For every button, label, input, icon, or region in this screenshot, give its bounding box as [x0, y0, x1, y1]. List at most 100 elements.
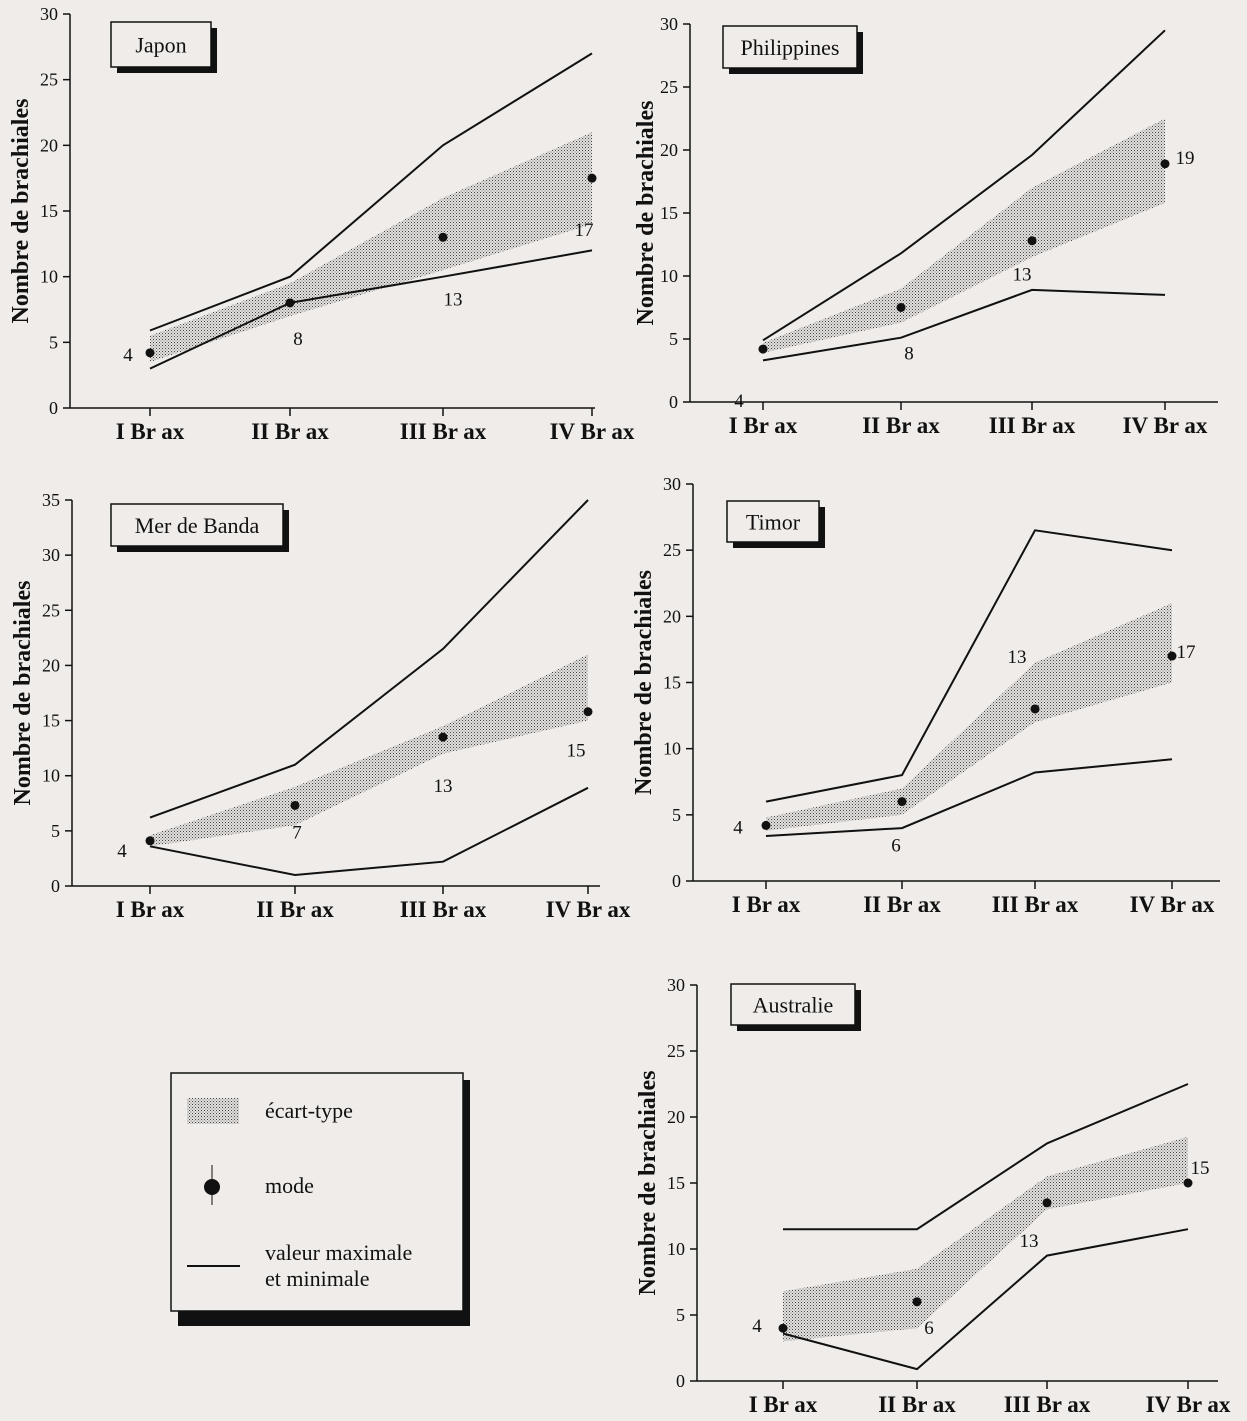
y-tick-label: 25: [40, 70, 58, 90]
mode-point: [1030, 704, 1040, 714]
y-tick-label: 0: [676, 1371, 685, 1391]
y-tick-label: 15: [660, 203, 678, 223]
x-tick-label: I Br ax: [116, 419, 185, 444]
chart-title: Japon: [135, 33, 186, 58]
mode-label: 4: [733, 817, 743, 838]
mode-label: 13: [444, 289, 463, 310]
y-axis-title: Nombre de brachiales: [633, 101, 659, 326]
title-box: [722, 25, 858, 69]
y-tick-label: 15: [667, 1173, 685, 1193]
y-tick-label: 30: [40, 4, 58, 24]
mode-point: [438, 732, 448, 742]
mode-point: [896, 303, 906, 312]
mode-point: [1183, 1178, 1193, 1188]
y-tick-label: 30: [660, 14, 678, 34]
x-tick-label: I Br ax: [729, 413, 798, 438]
mode-point: [1027, 236, 1037, 246]
title-box: [726, 500, 820, 543]
sd-band: [766, 603, 1172, 831]
y-tick-label: 5: [49, 332, 58, 352]
y-tick-label: 0: [672, 871, 681, 891]
mode-label: 4: [734, 391, 744, 412]
mode-point: [583, 707, 593, 717]
chart-panel-1: 0 5 10 15 20 25 30 I Br ax II Br ax III Br ax IV B…: [8, 4, 635, 444]
y-axis-title: Nombre de brachiales: [635, 1071, 661, 1296]
x-tick-label: II Br ax: [256, 897, 334, 922]
mode-label: 15: [567, 741, 586, 762]
y-tick-label: 5: [669, 329, 678, 349]
max-line: [762, 29, 1166, 342]
x-tick-label: IV Br ax: [546, 897, 631, 922]
mode-label: 7: [292, 822, 302, 843]
y-tick-label: 25: [660, 77, 678, 97]
y-tick-label: 35: [42, 490, 60, 510]
y-tick-label: 20: [667, 1107, 685, 1127]
y-tick-label: 0: [49, 398, 58, 418]
y-axis-title: Nombre de brachiales: [631, 570, 657, 795]
mode-label: 4: [117, 841, 127, 862]
min-line: [149, 786, 589, 877]
y-tick-label: 20: [660, 140, 678, 160]
y-tick-label: 5: [672, 805, 681, 825]
y-axis-title: Nombre de brachiales: [10, 581, 36, 806]
mode-label: 15: [1191, 1158, 1210, 1179]
y-tick-label: 10: [42, 766, 60, 786]
mode-point: [290, 800, 300, 810]
y-axis-title: Nombre de brachiales: [8, 99, 34, 324]
y-tick-label: 20: [40, 135, 58, 155]
x-tick-label: III Br ax: [400, 897, 487, 922]
mode-label: 17: [575, 220, 594, 241]
legend-minmax-label-2: et minimale: [265, 1266, 369, 1291]
mode-label: 19: [1176, 148, 1195, 169]
min-line: [149, 249, 593, 370]
legend-sd-label: écart-type: [265, 1098, 353, 1123]
x-tick-label: I Br ax: [749, 1392, 818, 1417]
chart-panel-5: 0 5 10 15 20 25 30 I Br ax II Br ax III Br ax IV B…: [635, 975, 1231, 1417]
x-tick-label: II Br ax: [862, 413, 940, 438]
y-tick-label: 15: [663, 673, 681, 693]
y-tick-label: 5: [676, 1305, 685, 1325]
mode-label: 17: [1177, 642, 1196, 663]
sd-band: [763, 118, 1165, 353]
y-tick-label: 25: [667, 1041, 685, 1061]
max-line: [783, 1083, 1189, 1231]
chart-panel-3: 0 5 10 15 20 25 30 35 I Br ax II Br ax III Br ax IV…: [10, 490, 631, 922]
mode-point: [587, 173, 597, 183]
x-tick-label: IV Br ax: [1146, 1392, 1231, 1417]
mode-label: 4: [752, 1316, 762, 1337]
chart-title: Mer de Banda: [135, 513, 260, 538]
x-tick-label: II Br ax: [878, 1392, 956, 1417]
x-tick-label: III Br ax: [1004, 1392, 1091, 1417]
sd-band: [783, 1136, 1188, 1342]
y-tick-label: 10: [660, 266, 678, 286]
mode-point: [438, 232, 448, 242]
max-line: [765, 529, 1173, 803]
chart-panel-4: 0 5 10 15 20 25 30 I Br ax II Br ax III Br ax IV B…: [631, 474, 1220, 917]
title-box: [110, 21, 212, 68]
mode-point: [897, 797, 907, 807]
chart-panel-2: 0 5 10 15 20 25 30 I Br ax II Br ax III Br ax IV B…: [633, 14, 1218, 438]
x-tick-label: III Br ax: [992, 892, 1079, 917]
legend-minmax-label-1: valeur maximale: [265, 1240, 412, 1265]
mode-point: [758, 344, 768, 354]
x-tick-label: IV Br ax: [1123, 413, 1208, 438]
mode-point: [1042, 1198, 1052, 1208]
chart-title: Philippines: [740, 35, 839, 60]
x-tick-label: II Br ax: [251, 419, 329, 444]
y-tick-label: 0: [669, 392, 678, 412]
y-tick-label: 10: [40, 267, 58, 287]
mode-label: 8: [904, 344, 914, 365]
sd-band: [150, 132, 592, 362]
min-line: [782, 1228, 1189, 1371]
sd-band: [150, 654, 588, 847]
y-tick-label: 5: [51, 821, 60, 841]
min-line: [762, 288, 1166, 362]
mode-label: 4: [123, 345, 133, 366]
max-line: [149, 52, 593, 332]
mode-point: [285, 298, 295, 308]
y-tick-label: 30: [667, 975, 685, 995]
x-tick-label: II Br ax: [863, 892, 941, 917]
mode-label: 13: [1020, 1231, 1039, 1252]
mode-label: 8: [293, 329, 303, 350]
legend-sd-swatch: [187, 1098, 239, 1124]
